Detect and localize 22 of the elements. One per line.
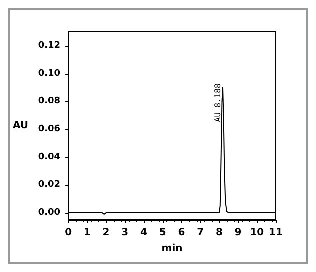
x-tick-label: 9 bbox=[234, 228, 242, 238]
x-tick-label: 0 bbox=[65, 228, 72, 238]
y-tick-label: 0.06 bbox=[38, 124, 61, 134]
x-tick-label: 6 bbox=[178, 228, 186, 238]
x-tick-label: 2 bbox=[102, 228, 110, 238]
y-axis-title: AU bbox=[12, 120, 29, 132]
y-tick-label: 0.12 bbox=[38, 40, 61, 51]
x-tick-label: 11 bbox=[269, 228, 283, 238]
y-tick-label: 0.08 bbox=[38, 96, 61, 107]
annotation: AU 8.188 bbox=[214, 84, 223, 122]
y-tick-label: 0.00 bbox=[38, 208, 61, 218]
x-axis-title: min bbox=[162, 244, 183, 254]
y-tick-label: 0.10 bbox=[38, 68, 61, 79]
x-tick-label: 7 bbox=[197, 228, 204, 238]
x-tick-label: 8 bbox=[216, 228, 223, 238]
x-tick-label: 4 bbox=[140, 228, 148, 238]
y-tick-label: 0.04 bbox=[38, 152, 61, 162]
x-tick-label: 1 bbox=[84, 228, 91, 238]
x-tick-label: 5 bbox=[159, 228, 166, 238]
x-tick-label: 3 bbox=[122, 228, 129, 238]
x-tick-label: 10 bbox=[250, 228, 264, 238]
y-tick-label: 0.02 bbox=[38, 180, 61, 190]
